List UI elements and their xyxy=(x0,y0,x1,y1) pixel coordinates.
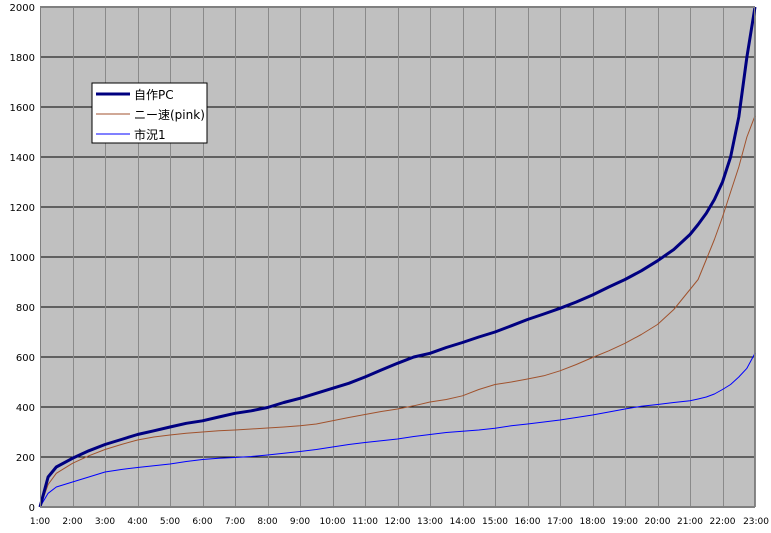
x-tick-label: 1:00 xyxy=(30,517,50,527)
x-tick-label: 19:00 xyxy=(612,517,638,527)
series-line xyxy=(39,115,756,508)
x-tick-label: 2:00 xyxy=(62,517,82,527)
x-tick-label: 5:00 xyxy=(160,517,180,527)
x-tick-label: 6:00 xyxy=(192,517,212,527)
legend-label: ニー速(pink) xyxy=(134,108,205,122)
series-lines xyxy=(38,6,757,508)
x-tick-label: 7:00 xyxy=(225,517,245,527)
y-tick-label: 1200 xyxy=(10,203,35,214)
x-tick-label: 8:00 xyxy=(257,517,277,527)
x-tick-label: 17:00 xyxy=(547,517,573,527)
x-tick-label: 23:00 xyxy=(743,517,769,527)
y-tick-label: 600 xyxy=(16,353,35,364)
x-tick-label: 18:00 xyxy=(580,517,606,527)
series-line xyxy=(38,6,757,508)
x-tick-label: 16:00 xyxy=(515,517,541,527)
legend-label: 市況1 xyxy=(134,127,166,142)
x-tick-label: 13:00 xyxy=(417,517,443,527)
y-axis-ticks: 0 200 400 600 800 1000 1200 1400 1600 1800 2000 xyxy=(10,3,35,514)
y-tick-label: 1800 xyxy=(10,53,35,64)
plot-border xyxy=(40,7,755,507)
x-tick-label: 22:00 xyxy=(710,517,736,527)
y-tick-label: 2000 xyxy=(10,3,35,14)
legend-box xyxy=(91,82,208,144)
y-tick-label: 1600 xyxy=(10,103,35,114)
y-tick-label: 1400 xyxy=(10,153,35,164)
x-tick-label: 4:00 xyxy=(127,517,147,527)
x-tick-label: 14:00 xyxy=(450,517,476,527)
y-tick-label: 1000 xyxy=(10,253,35,264)
legend-label: 自作PC xyxy=(134,88,174,102)
y-tick-label: 800 xyxy=(16,303,35,314)
x-tick-label: 21:00 xyxy=(677,517,703,527)
x-tick-label: 3:00 xyxy=(95,517,115,527)
x-tick-label: 12:00 xyxy=(385,517,411,527)
legend: 自作PC ニー速(pink) 市況1 xyxy=(91,82,208,144)
x-tick-label: 10:00 xyxy=(320,517,346,527)
series-line xyxy=(39,353,756,508)
x-tick-label: 9:00 xyxy=(290,517,310,527)
x-axis-ticks: 1:00 2:00 3:00 4:00 5:00 6:00 7:00 8:00 9:00 10:0… xyxy=(30,517,769,527)
y-tick-label: 200 xyxy=(16,453,35,464)
x-tick-label: 20:00 xyxy=(645,517,671,527)
x-tick-label: 11:00 xyxy=(352,517,378,527)
x-tick-label: 15:00 xyxy=(482,517,508,527)
y-tick-label: 0 xyxy=(29,503,35,514)
y-tick-label: 400 xyxy=(16,403,35,414)
